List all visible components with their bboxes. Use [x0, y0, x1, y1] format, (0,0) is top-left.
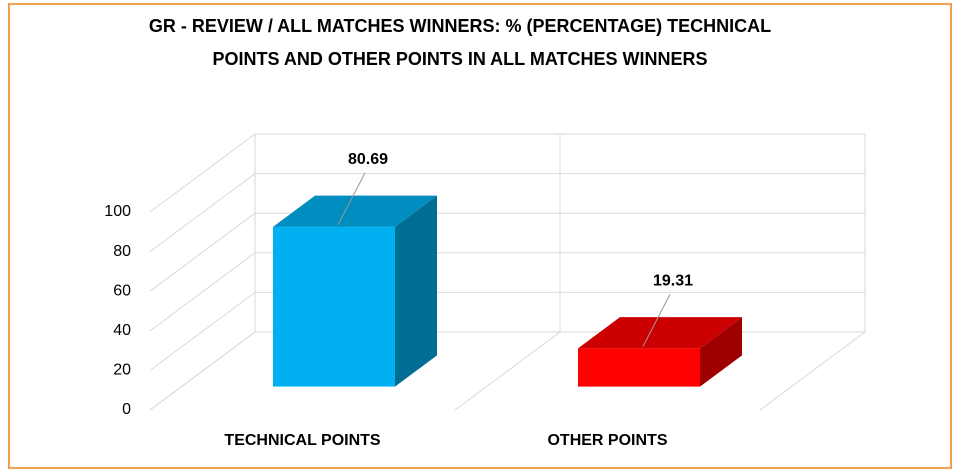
y-tick-label: 20 — [113, 362, 131, 379]
bar — [578, 348, 700, 387]
y-tick-label: 60 — [113, 282, 131, 299]
grid-line — [149, 133, 256, 213]
bar — [273, 226, 395, 387]
grid-line — [149, 173, 256, 253]
bar-side — [700, 317, 742, 387]
y-tick-label: 40 — [113, 322, 131, 339]
y-tick-label: 100 — [104, 203, 131, 220]
chart-title: GR - REVIEW / ALL MATCHES WINNERS: % (PE… — [148, 16, 772, 69]
data-label: 80.69 — [348, 151, 388, 168]
chart-border — [8, 3, 952, 469]
y-tick-label: 0 — [122, 401, 131, 418]
x-tick-label: TECHNICAL POINTS — [224, 432, 380, 449]
bar-side — [395, 195, 437, 387]
grid-line — [149, 212, 256, 292]
grid-line — [149, 252, 256, 332]
grid-line — [149, 291, 256, 371]
x-tick-label: OTHER POINTS — [547, 432, 667, 449]
grid-line — [149, 331, 256, 411]
floor-line — [759, 331, 866, 411]
leader-line — [337, 172, 366, 226]
data-label: 19.31 — [653, 273, 693, 290]
y-tick-label: 80 — [113, 243, 131, 260]
leader-line — [642, 294, 671, 347]
bar-top — [578, 317, 742, 349]
floor-line — [454, 331, 561, 411]
bar-top — [273, 195, 437, 227]
